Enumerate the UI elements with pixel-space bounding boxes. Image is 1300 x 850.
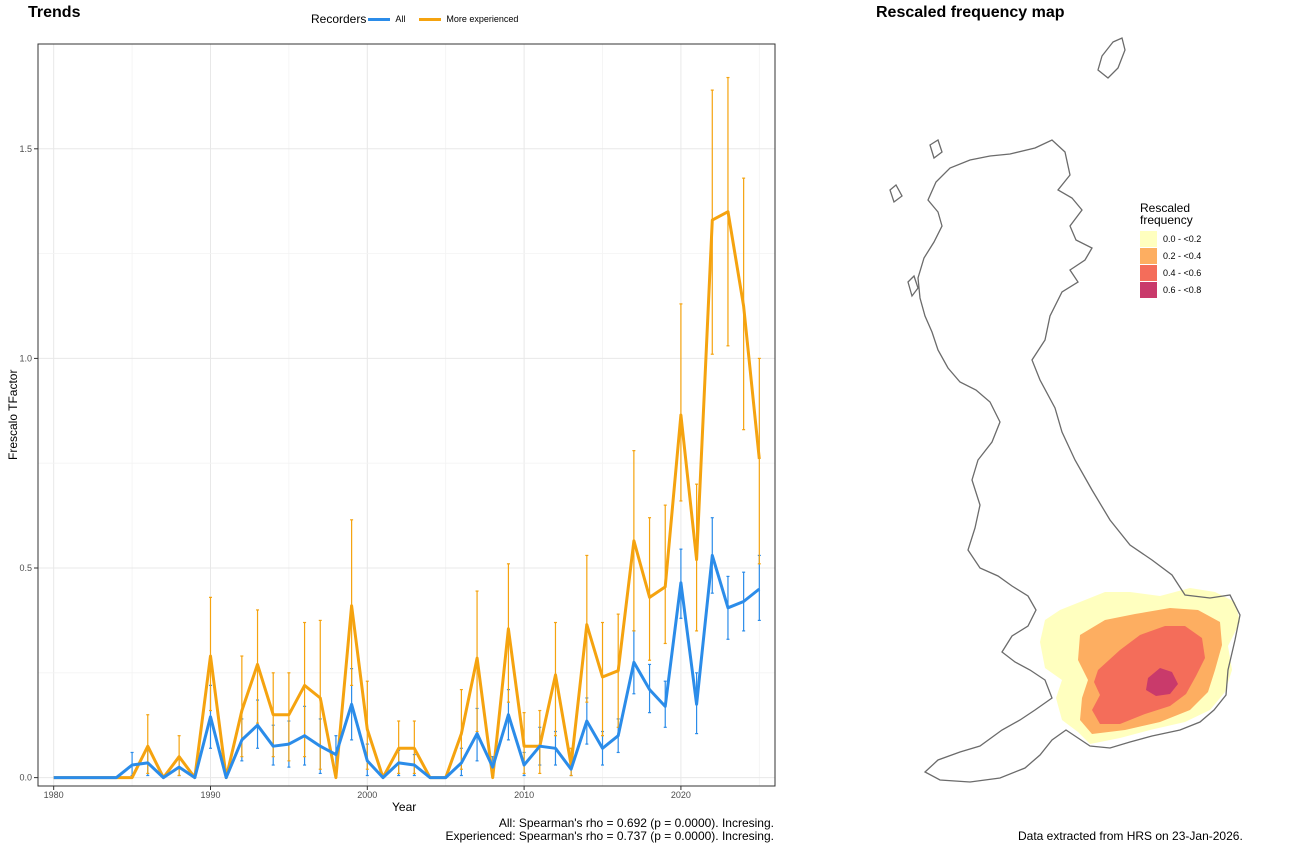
series-lines [53,210,761,780]
x-tick-label: 2020 [671,790,691,800]
map-legend: Rescaled frequency 0.0 - <0.2 0.2 - <0.4… [1140,202,1201,298]
trends-chart: 1980 1990 2000 2010 2020 0.0 0.5 1.0 1.5 [19,43,776,800]
map-legend-item: 0.2 - <0.4 [1140,247,1201,264]
legend-label-0: 0.0 - <0.2 [1163,233,1202,244]
x-axis-title: Year [392,800,417,814]
map-legend-title: Rescaled frequency [1140,202,1201,226]
y-axis-title: Frescalo TFactor [6,369,20,460]
legend-experienced-swatch [419,17,442,21]
frequency-fill [1040,588,1240,744]
y-tick-label: 1.0 [19,353,32,363]
legend-label-2: 0.4 - <0.6 [1163,267,1202,278]
legend-all-swatch [368,17,391,21]
gb-outline [889,37,1241,783]
map-legend-title-line2: frequency [1140,213,1193,227]
x-tick-label: 2000 [357,790,377,800]
stats-experienced: Experienced: Spearman's rho = 0.737 (p =… [445,829,775,843]
legend-swatch-3 [1140,281,1157,298]
stats-all: All: Spearman's rho = 0.692 (p = 0.0000)… [498,816,774,830]
y-tick-label: 1.5 [19,144,32,154]
map-legend-item: 0.0 - <0.2 [1140,230,1201,247]
series-line-experienced [53,210,761,780]
legend-swatch-1 [1140,247,1157,264]
map-legend-item: 0.4 - <0.6 [1140,264,1201,281]
legend-label-1: 0.2 - <0.4 [1163,250,1202,261]
y-tick-label: 0.5 [19,563,32,573]
legend-swatch-0 [1140,230,1157,247]
y-tick-label: 0.0 [19,773,32,783]
legend-experienced-label: More experienced [446,14,519,24]
legend-label-3: 0.6 - <0.8 [1163,284,1202,295]
series-line-all [53,553,761,780]
freq-band-0.4-0.6 [1092,626,1205,724]
map-legend-item: 0.6 - <0.8 [1140,281,1201,298]
legend-all-label: All [395,14,406,24]
panel-border [37,43,776,787]
x-tick-label: 1990 [200,790,220,800]
trends-title: Trends [28,4,81,21]
trends-legend-title: Recorders [311,12,367,26]
freq-band-0.6-0.8 [1146,668,1178,696]
uk-map [889,37,1241,783]
x-tick-label: 1980 [44,790,64,800]
spearman-stats: All: Spearman's rho = 0.692 (p = 0.0000)… [446,817,775,843]
source-note: Data extracted from HRS on 23-Jan-2026. [1018,829,1243,843]
x-tick-label: 2010 [514,790,534,800]
axes: 1980 1990 2000 2010 2020 0.0 0.5 1.0 1.5 [19,43,776,800]
grid [38,43,775,786]
map-title: Rescaled frequency map [876,4,1065,21]
legend-swatch-2 [1140,264,1157,281]
trends-legend: Recorders All More experienced [311,12,518,26]
map-legend-title-line1: Rescaled [1140,201,1191,215]
